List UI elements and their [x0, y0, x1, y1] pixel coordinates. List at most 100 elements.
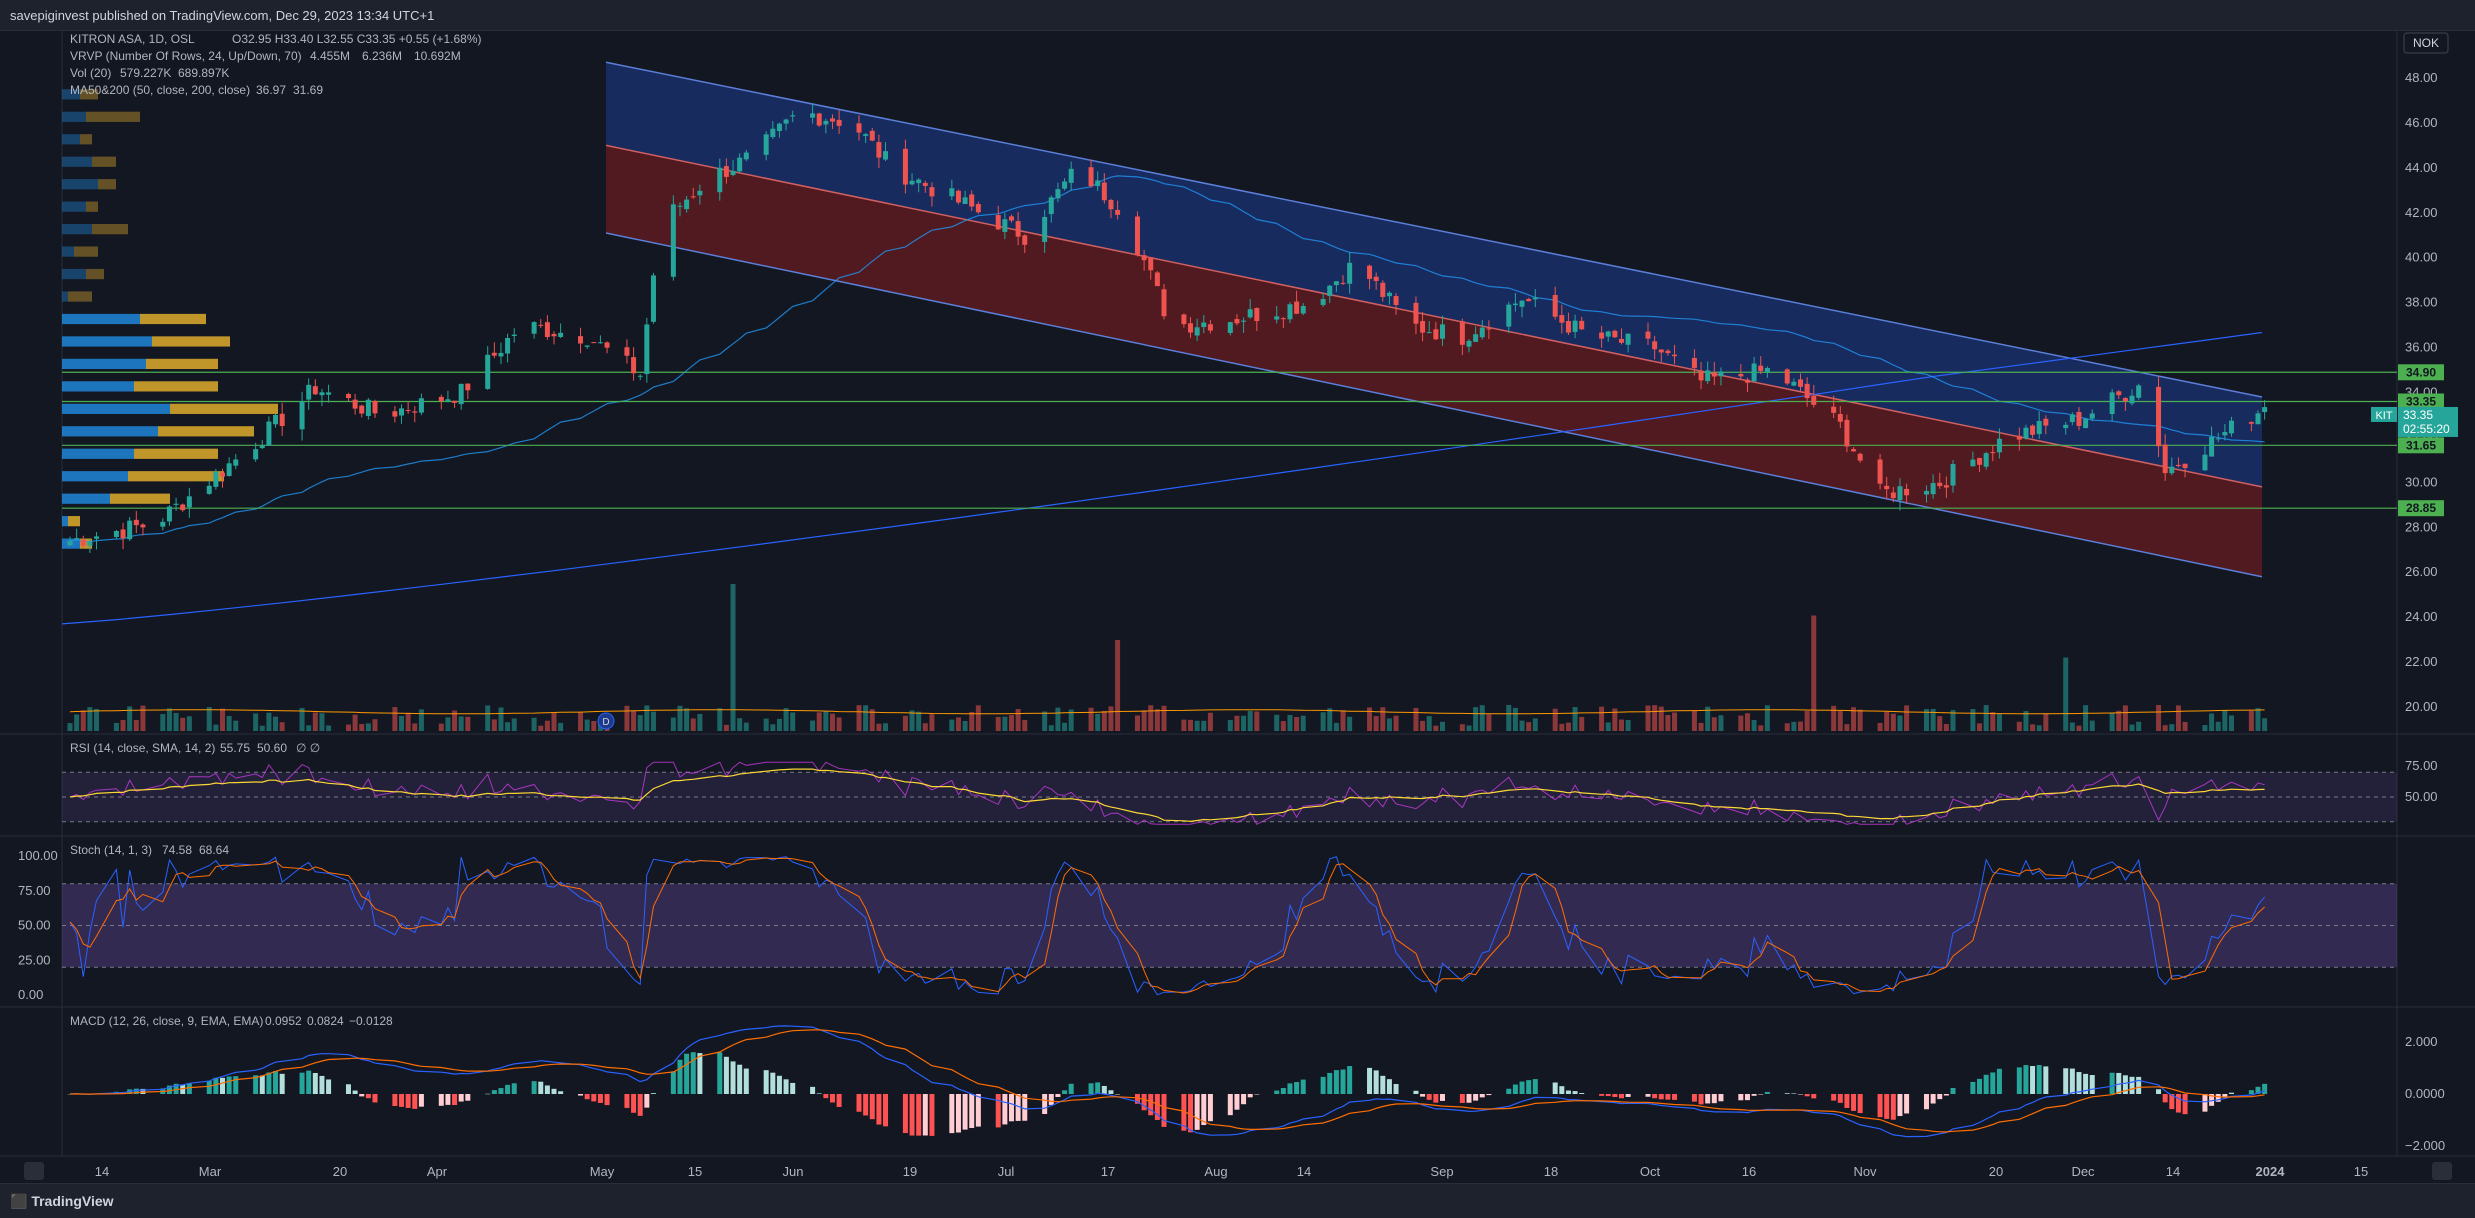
candle[interactable] — [717, 158, 723, 201]
candle[interactable] — [922, 180, 928, 193]
candle[interactable] — [763, 131, 769, 161]
candle[interactable] — [2255, 410, 2261, 425]
candle[interactable] — [743, 149, 749, 162]
candle[interactable] — [1552, 286, 1558, 320]
candle[interactable] — [113, 529, 119, 540]
candle[interactable] — [2016, 427, 2022, 451]
candle[interactable] — [604, 341, 610, 354]
price-level-tag[interactable]: 31.65 — [2398, 437, 2444, 454]
candle[interactable] — [1665, 349, 1671, 356]
candle[interactable] — [995, 205, 1001, 231]
candle[interactable] — [2122, 397, 2128, 411]
candle[interactable] — [1877, 453, 1883, 490]
candle[interactable] — [1605, 330, 1611, 342]
candle[interactable] — [1890, 487, 1896, 503]
candle[interactable] — [1247, 298, 1253, 319]
candle[interactable] — [1002, 212, 1008, 240]
candle[interactable] — [538, 319, 544, 329]
candle[interactable] — [2129, 389, 2135, 406]
price-level-tag[interactable]: 33.35 — [2398, 393, 2444, 410]
candle[interactable] — [730, 159, 736, 177]
candle[interactable] — [405, 401, 411, 414]
currency-button[interactable]: NOK — [2403, 32, 2449, 54]
price-level-tag[interactable]: 28.85 — [2398, 500, 2444, 517]
candle[interactable] — [1015, 212, 1021, 246]
candle[interactable] — [80, 535, 86, 549]
candle[interactable] — [2215, 432, 2221, 443]
candle[interactable] — [1950, 460, 1956, 493]
candle[interactable] — [2228, 416, 2234, 437]
candle[interactable] — [1134, 211, 1140, 257]
candle[interactable] — [1333, 280, 1339, 292]
candle[interactable] — [1194, 318, 1200, 342]
candle[interactable] — [916, 178, 922, 193]
candle[interactable] — [1367, 264, 1373, 290]
candle[interactable] — [1473, 326, 1479, 343]
candle[interactable] — [1373, 272, 1379, 290]
candle[interactable] — [1254, 307, 1260, 331]
candle[interactable] — [1420, 312, 1426, 342]
candle[interactable] — [326, 384, 332, 403]
candle[interactable] — [770, 121, 776, 139]
candle[interactable] — [186, 487, 192, 518]
candle[interactable] — [299, 391, 305, 441]
candle[interactable] — [1884, 476, 1890, 500]
settings-button[interactable] — [2432, 1162, 2452, 1180]
timezone-button[interactable] — [24, 1162, 44, 1180]
candle[interactable] — [233, 454, 239, 470]
candle[interactable] — [1698, 362, 1704, 390]
candle[interactable] — [1188, 317, 1194, 338]
candle[interactable] — [352, 394, 358, 415]
candle[interactable] — [2116, 390, 2122, 400]
candle[interactable] — [133, 510, 139, 534]
candle[interactable] — [1327, 284, 1333, 304]
candle[interactable] — [1645, 322, 1651, 345]
candle[interactable] — [1207, 320, 1213, 334]
candle[interactable] — [206, 480, 212, 495]
candle[interactable] — [2262, 400, 2268, 420]
candle[interactable] — [949, 179, 955, 201]
candle[interactable] — [173, 497, 179, 511]
candle[interactable] — [319, 388, 325, 406]
candle[interactable] — [94, 532, 100, 550]
candle[interactable] — [1234, 314, 1240, 326]
candle[interactable] — [1970, 451, 1976, 467]
candle[interactable] — [670, 195, 676, 281]
candle[interactable] — [1426, 321, 1432, 334]
candle[interactable] — [1784, 368, 1790, 386]
candle[interactable] — [578, 327, 584, 354]
candle[interactable] — [876, 134, 882, 168]
candle[interactable] — [253, 442, 259, 462]
candle[interactable] — [1088, 159, 1094, 188]
candle[interactable] — [790, 110, 796, 123]
candle[interactable] — [1599, 325, 1605, 348]
candle[interactable] — [1526, 297, 1532, 302]
candle[interactable] — [1738, 363, 1744, 380]
candle[interactable] — [869, 127, 875, 142]
candle[interactable] — [823, 118, 829, 134]
candle[interactable] — [1022, 234, 1028, 254]
candle[interactable] — [1519, 300, 1525, 318]
candle[interactable] — [1625, 333, 1631, 353]
candle[interactable] — [1652, 335, 1658, 360]
candle[interactable] — [644, 317, 650, 383]
candle[interactable] — [1565, 312, 1571, 336]
candle[interactable] — [273, 413, 279, 428]
candle[interactable] — [1612, 329, 1618, 338]
candle[interactable] — [160, 518, 166, 531]
candle[interactable] — [1095, 171, 1101, 191]
candle[interactable] — [2175, 457, 2181, 468]
candle[interactable] — [372, 399, 378, 419]
candle[interactable] — [438, 394, 444, 410]
candle[interactable] — [166, 505, 172, 526]
candle[interactable] — [1320, 293, 1326, 308]
candle[interactable] — [684, 196, 690, 213]
candle[interactable] — [1009, 214, 1015, 223]
candle[interactable] — [2182, 463, 2188, 478]
candle[interactable] — [1758, 356, 1764, 375]
candle[interactable] — [816, 112, 822, 127]
candle[interactable] — [902, 139, 908, 194]
candle[interactable] — [127, 517, 133, 542]
candle[interactable] — [1479, 320, 1485, 340]
candle[interactable] — [1433, 321, 1439, 341]
